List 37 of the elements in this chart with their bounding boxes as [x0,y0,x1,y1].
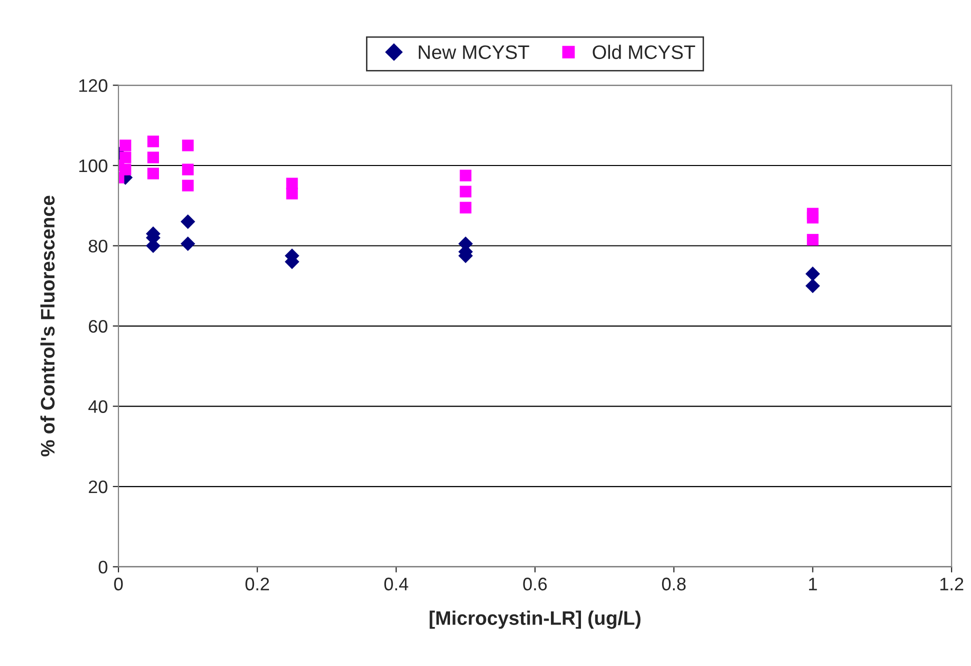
point [147,168,159,180]
point [182,164,194,176]
legend-label: Old MCYST [592,44,696,60]
point [147,136,159,148]
point [805,266,820,282]
point [120,164,132,176]
point [460,202,472,214]
x-tick-label: 1.2 [940,578,964,590]
y-tick-label: 20 [88,480,108,494]
point [120,152,132,164]
legend-label: New MCYST [418,45,530,60]
point [806,234,819,246]
y-axis-title: % of Control's Fluorescence [40,196,55,456]
point [805,278,820,294]
point [180,214,196,229]
point [460,170,472,182]
y-tick-label: 100 [79,159,108,172]
y-tick-label: 80 [88,240,108,252]
x-tick-label: 1 [809,578,817,590]
x-tick-label: 0 [114,578,123,590]
point [182,180,194,192]
y-tick-label: 120 [79,79,108,92]
x-axis-title: [Microcystin-LR] (ug/L) [430,610,640,629]
point [120,140,132,152]
point [147,152,159,164]
y-tick-label: 60 [88,320,108,333]
point [182,140,194,152]
y-tick-label: 0 [98,560,108,574]
point [806,212,819,224]
x-tick-label: 0.6 [523,578,547,590]
x-tick-label: 0.4 [384,578,408,590]
point [460,186,472,198]
y-tick-label: 40 [88,400,108,413]
point [286,188,298,200]
point [180,236,196,252]
x-tick-label: 0.8 [662,578,686,590]
x-tick-label: 0.2 [245,578,269,590]
